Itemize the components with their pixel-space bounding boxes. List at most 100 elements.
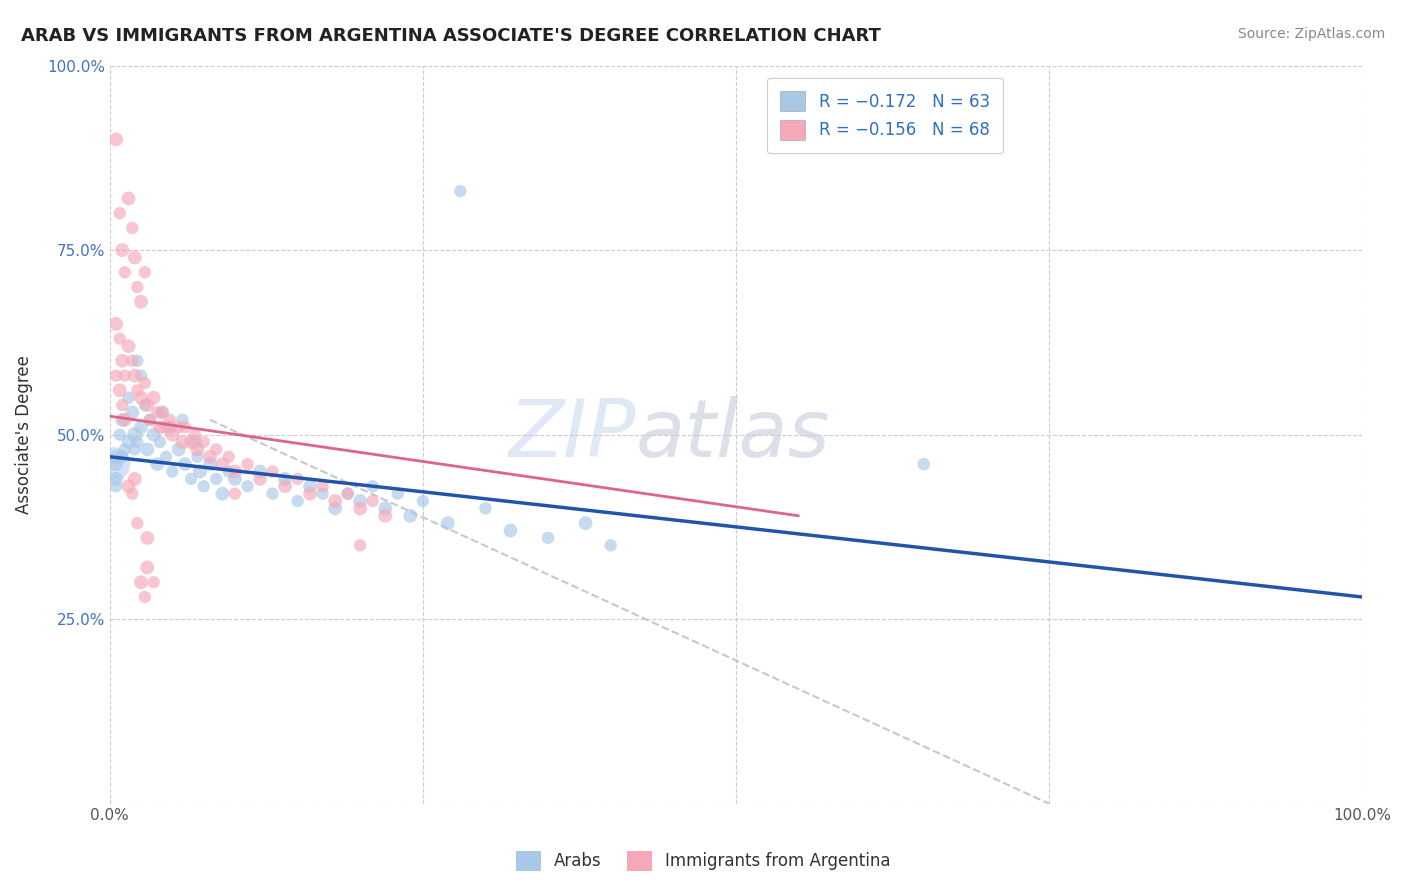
Point (114, 368, 136, 383)
Point (111, 243, 134, 257)
Point (224, 486, 246, 500)
Point (912, 457, 935, 471)
Legend: Arabs, Immigrants from Argentina: Arabs, Immigrants from Argentina (508, 842, 898, 880)
Point (387, 486, 409, 500)
Point (142, 427, 165, 442)
Point (127, 353, 149, 368)
Point (299, 486, 322, 500)
Point (129, 368, 152, 383)
Point (155, 420, 177, 434)
Point (249, 472, 271, 486)
Point (218, 450, 240, 464)
Point (108, 206, 131, 220)
Point (134, 376, 156, 390)
Point (349, 538, 371, 552)
Point (129, 391, 152, 405)
Point (205, 472, 228, 486)
Point (129, 575, 152, 590)
Point (236, 479, 259, 493)
Text: ARAB VS IMMIGRANTS FROM ARGENTINA ASSOCIATE'S DEGREE CORRELATION CHART: ARAB VS IMMIGRANTS FROM ARGENTINA ASSOCI… (21, 27, 882, 45)
Point (323, 494, 346, 508)
Point (180, 472, 202, 486)
Point (399, 508, 422, 523)
Point (105, 450, 128, 464)
Point (218, 465, 240, 479)
Point (124, 472, 146, 486)
Point (136, 531, 159, 545)
Point (121, 353, 143, 368)
Point (173, 420, 195, 434)
Point (129, 420, 152, 434)
Point (139, 413, 162, 427)
Point (287, 472, 309, 486)
Point (111, 353, 134, 368)
Point (150, 405, 173, 419)
Point (136, 398, 159, 412)
Point (575, 516, 598, 531)
Point (124, 368, 146, 383)
Point (474, 501, 496, 516)
Point (499, 524, 522, 538)
Point (224, 472, 246, 486)
Point (124, 251, 146, 265)
Text: Source: ZipAtlas.com: Source: ZipAtlas.com (1237, 27, 1385, 41)
Point (374, 501, 396, 516)
Point (323, 501, 346, 516)
Point (105, 368, 128, 383)
Point (114, 413, 136, 427)
Point (117, 191, 139, 205)
Point (136, 442, 159, 457)
Point (108, 384, 131, 398)
Point (349, 501, 371, 516)
Point (224, 465, 246, 479)
Point (117, 339, 139, 353)
Point (150, 405, 173, 419)
Point (374, 508, 396, 523)
Point (274, 479, 297, 493)
Point (121, 221, 143, 235)
Point (127, 384, 149, 398)
Point (249, 465, 271, 479)
Point (198, 450, 221, 464)
Point (105, 457, 128, 471)
Point (236, 457, 259, 471)
Point (336, 486, 359, 500)
Point (121, 405, 143, 419)
Point (124, 427, 146, 442)
Point (136, 560, 159, 574)
Point (117, 479, 139, 493)
Point (193, 435, 215, 450)
Point (299, 479, 322, 493)
Point (198, 457, 221, 471)
Point (172, 413, 194, 427)
Point (127, 435, 149, 450)
Legend: R = −0.172   N = 63, R = −0.156   N = 68: R = −0.172 N = 63, R = −0.156 N = 68 (766, 78, 1002, 153)
Point (111, 413, 134, 427)
Point (184, 427, 207, 442)
Point (599, 538, 621, 552)
Point (134, 265, 156, 279)
Point (186, 450, 208, 464)
Point (159, 413, 181, 427)
Point (124, 442, 146, 457)
Point (211, 486, 233, 500)
Point (162, 465, 184, 479)
Y-axis label: Associate's Degree: Associate's Degree (15, 355, 32, 514)
Point (155, 450, 177, 464)
Point (274, 472, 297, 486)
Point (105, 132, 128, 146)
Point (262, 486, 284, 500)
Point (205, 442, 228, 457)
Point (117, 435, 139, 450)
Point (105, 472, 128, 486)
Point (167, 420, 190, 434)
Point (149, 420, 172, 434)
Point (142, 575, 165, 590)
Point (103, 457, 125, 471)
Point (361, 479, 384, 493)
Point (311, 479, 333, 493)
Point (172, 435, 194, 450)
Point (336, 486, 359, 500)
Point (180, 435, 202, 450)
Point (127, 516, 149, 531)
